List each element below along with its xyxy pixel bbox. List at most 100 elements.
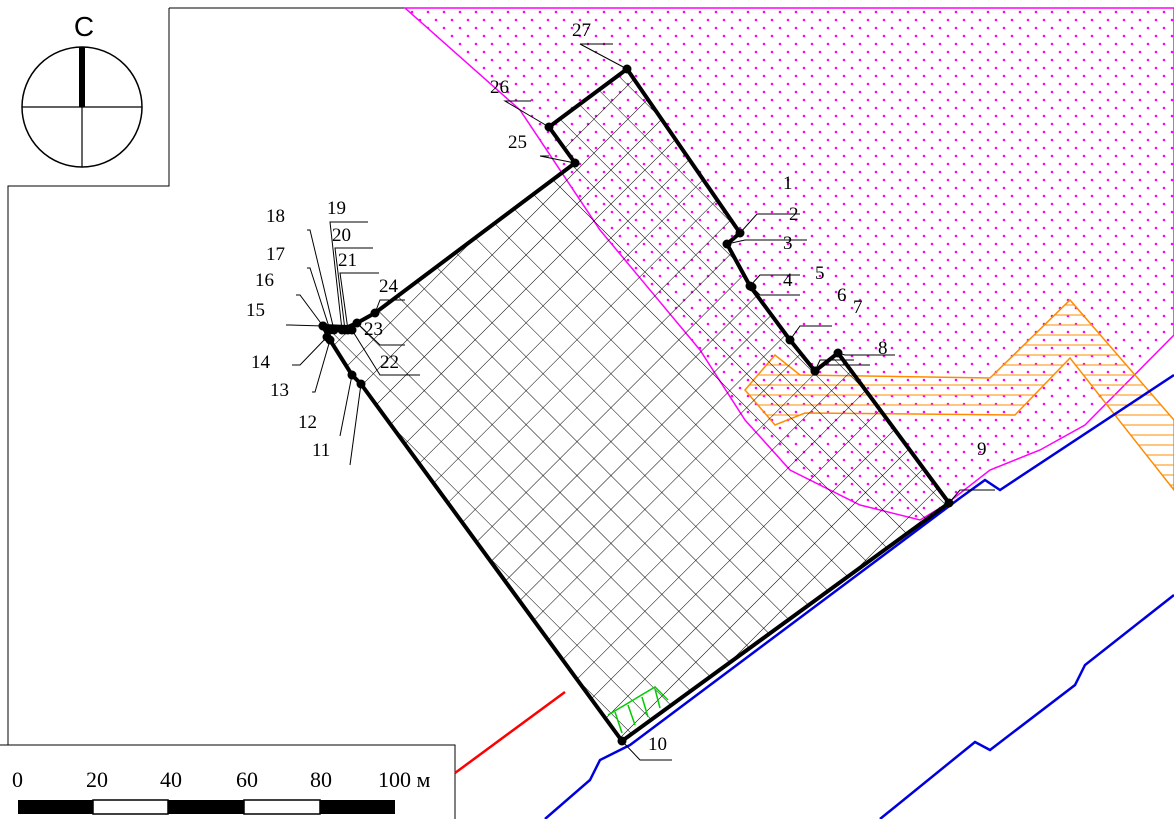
- vertex-leader: [312, 339, 331, 393]
- vertex-label: 13: [270, 380, 289, 401]
- vertex-label: 22: [380, 352, 399, 373]
- vertex-label: 6: [837, 285, 847, 306]
- vertex-marker: [370, 308, 380, 318]
- vertex-marker: [347, 325, 357, 335]
- scale-tick-label: 40: [160, 767, 182, 792]
- vertex-10: 10: [617, 734, 672, 761]
- vertex-label: 4: [783, 270, 793, 291]
- vertex-label: 8: [878, 338, 888, 359]
- vertex-14: 14: [251, 332, 332, 373]
- vertex-label: 17: [266, 244, 285, 265]
- vertex-marker: [322, 332, 332, 342]
- vertex-label: 15: [246, 300, 265, 321]
- vertex-label: 11: [312, 440, 330, 461]
- vertex-label: 23: [364, 319, 383, 340]
- vertex-label: 16: [255, 270, 274, 291]
- vertex-leader: [351, 329, 420, 376]
- vertex-marker: [747, 282, 757, 292]
- vertex-leader: [749, 274, 800, 287]
- vertex-label: 24: [379, 276, 399, 297]
- vertex-label: 21: [338, 250, 357, 271]
- vertex-marker: [810, 366, 820, 376]
- vertex-leader: [621, 740, 672, 761]
- scale-tick-label: 60: [236, 767, 258, 792]
- vertex-leader: [296, 294, 324, 327]
- scale-tick-label: 80: [310, 767, 332, 792]
- vertex-leader: [286, 324, 324, 327]
- vertex-leader: [356, 322, 405, 346]
- vertex-18: 18: [266, 206, 339, 335]
- vertex-16: 16: [255, 270, 328, 331]
- vertex-12: 12: [298, 370, 357, 437]
- scale-tick-label: 20: [86, 767, 108, 792]
- vertex-marker: [544, 122, 554, 132]
- vertex-leader: [334, 247, 373, 331]
- vertex-leader: [339, 272, 379, 331]
- vertex-label: 18: [266, 206, 285, 227]
- vertex-label: 25: [508, 132, 527, 153]
- vertex-leader: [579, 43, 628, 70]
- vertex-leader: [307, 229, 335, 331]
- vertex-2: 2: [722, 204, 807, 249]
- vertex-marker: [622, 64, 632, 74]
- vertex-label: 5: [815, 263, 825, 284]
- vertex-leader: [539, 155, 576, 164]
- vertex-23: 23: [352, 318, 405, 346]
- scale-tick-label: 0: [12, 767, 23, 792]
- vertex-marker: [735, 228, 745, 238]
- vertex-26: 26: [490, 77, 554, 132]
- vertex-leader: [739, 213, 800, 234]
- vertex-label: 2: [789, 204, 799, 225]
- vertex-marker: [352, 318, 362, 328]
- vertex-4: 4: [747, 270, 800, 296]
- scale-tick-label: 100 м: [378, 767, 431, 792]
- vertex-label: 7: [853, 297, 863, 318]
- vertex-label: 26: [490, 77, 509, 98]
- vertex-leader: [339, 374, 353, 437]
- vertex-marker: [318, 321, 328, 331]
- vertex-leader: [503, 100, 550, 128]
- vertex-22: 22: [347, 325, 420, 376]
- vertex-label: 1: [783, 173, 793, 194]
- vertex-marker: [944, 498, 954, 508]
- vertex-marker: [329, 325, 339, 335]
- vertex-leader: [307, 267, 331, 331]
- vertex-marker: [785, 335, 795, 345]
- vertex-9: 9: [944, 439, 995, 508]
- vertex-label: 14: [251, 352, 271, 373]
- vertex-24: 24: [370, 276, 405, 318]
- road-line-lower: [879, 594, 1174, 819]
- green-mark: [607, 686, 669, 734]
- vertex-leader: [374, 299, 405, 314]
- vertex-11: 11: [312, 379, 366, 466]
- red-line: [454, 690, 566, 775]
- vertex-label: 27: [572, 20, 591, 41]
- vertex-leader: [789, 325, 832, 341]
- vertex-label: 20: [332, 225, 351, 246]
- vertex-label: 9: [977, 439, 987, 460]
- vertex-13: 13: [270, 335, 335, 401]
- vertex-8: 8: [833, 338, 895, 359]
- vertex-leader: [292, 336, 328, 366]
- scale-bar: 0 20 40 60 80 100 м: [12, 767, 431, 815]
- vertex-marker: [722, 239, 732, 249]
- road-line-upper: [544, 373, 1174, 819]
- vertex-27: 27: [572, 20, 632, 74]
- vertex-marker: [833, 348, 843, 358]
- vertex-label: 19: [327, 198, 346, 219]
- vertex-marker: [570, 158, 580, 168]
- vertex-marker: [617, 736, 627, 746]
- vertex-1: 1: [735, 173, 800, 238]
- vertex-7: 7: [810, 297, 870, 376]
- vertex-25: 25: [508, 132, 580, 168]
- vertex-label: 10: [648, 734, 667, 755]
- vertex-leader: [349, 383, 362, 466]
- vertex-leader: [948, 489, 995, 504]
- north-label: С: [74, 11, 94, 42]
- north-arrow: С: [21, 11, 143, 168]
- vertex-label: 3: [783, 233, 793, 254]
- vertex-label: 12: [298, 412, 317, 433]
